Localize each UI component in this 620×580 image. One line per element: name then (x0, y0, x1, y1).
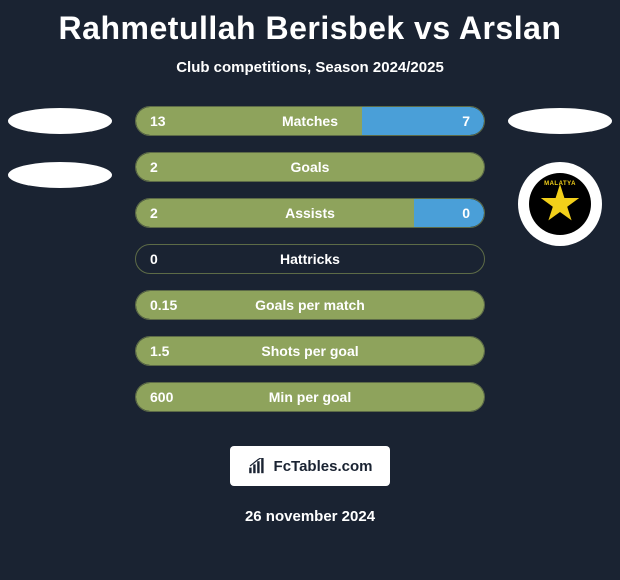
left-player-placeholder-1 (8, 108, 112, 134)
stat-left-value: 0.15 (150, 297, 177, 313)
club-badge-inner: MALATYA (529, 173, 591, 235)
stat-left-value: 2 (150, 205, 158, 221)
club-badge-star-icon (540, 184, 580, 224)
left-player-placeholder-2 (8, 162, 112, 188)
stat-left-value: 2 (150, 159, 158, 175)
stat-label: Matches (282, 113, 338, 129)
comparison-content: MALATYA 13 7 Matches 2 Goals 2 0 Assists 0 Hattri… (0, 106, 620, 426)
watermark: FcTables.com (230, 446, 390, 486)
subtitle: Club competitions, Season 2024/2025 (0, 59, 620, 76)
stat-left-value: 13 (150, 113, 166, 129)
stat-bar-row: 13 7 Matches (135, 106, 485, 136)
stat-label: Shots per goal (261, 343, 358, 359)
stat-left-value: 0 (150, 251, 158, 267)
right-player-placeholder (508, 108, 612, 134)
page-title: Rahmetullah Berisbek vs Arslan (0, 0, 620, 47)
stat-right-value: 7 (462, 113, 470, 129)
stat-right-value: 0 (462, 205, 470, 221)
date-text: 26 november 2024 (0, 508, 620, 525)
stat-label: Goals (291, 159, 330, 175)
stat-bar-row: 2 Goals (135, 152, 485, 182)
right-club-badge: MALATYA (518, 162, 602, 246)
stat-left-value: 1.5 (150, 343, 169, 359)
stat-bar-row: 0.15 Goals per match (135, 290, 485, 320)
stat-bars: 13 7 Matches 2 Goals 2 0 Assists 0 Hattricks 0.15 G… (135, 106, 485, 428)
stat-bar-right-fill (414, 199, 484, 227)
stat-bar-left-fill (136, 199, 414, 227)
stat-left-value: 600 (150, 389, 173, 405)
stat-bar-row: 2 0 Assists (135, 198, 485, 228)
stat-bar-row: 1.5 Shots per goal (135, 336, 485, 366)
stat-label: Goals per match (255, 297, 365, 313)
stat-label: Min per goal (269, 389, 351, 405)
left-player-column (8, 106, 112, 216)
right-player-column: MALATYA (508, 106, 612, 246)
chart-icon (248, 458, 268, 474)
stat-label: Assists (285, 205, 335, 221)
watermark-text: FcTables.com (274, 458, 373, 475)
stat-label: Hattricks (280, 251, 340, 267)
stat-bar-row: 600 Min per goal (135, 382, 485, 412)
stat-bar-row: 0 Hattricks (135, 244, 485, 274)
